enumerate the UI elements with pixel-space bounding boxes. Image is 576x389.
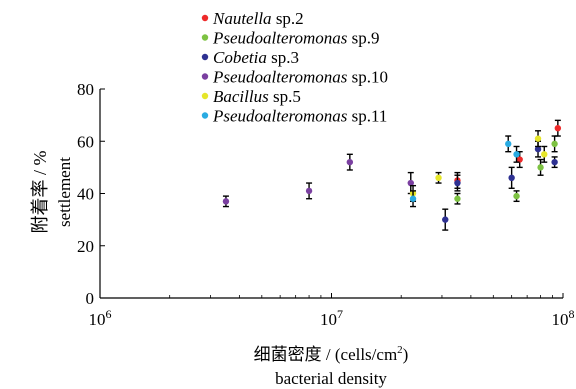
legend-marker [201, 34, 209, 41]
y-axis-label-cn: 附着率 / % [30, 150, 50, 233]
y-tick-label: 60 [77, 132, 94, 151]
data-point [505, 140, 512, 148]
x-tick-label: 106 [89, 307, 112, 329]
data-point [222, 198, 230, 205]
legend-marker [201, 73, 209, 80]
y-tick-label: 80 [77, 80, 94, 99]
x-axis-label-cn-main: 细菌密度 / (cells/cm [254, 345, 398, 364]
data-point [454, 195, 461, 202]
x-tick-base: 10 [320, 310, 337, 329]
data-point [346, 158, 354, 166]
data-point [551, 158, 558, 166]
data-point [513, 151, 520, 158]
legend-label: Pseudoalteromonas sp.9 [212, 29, 380, 48]
legend-label: Pseudoalteromonas sp.10 [212, 68, 388, 87]
legend-label-italic: Nautella [212, 9, 272, 28]
x-tick-base: 10 [552, 310, 569, 329]
data-point [541, 151, 548, 158]
y-axis-label-en: settlement [55, 157, 74, 227]
data-point [454, 179, 461, 187]
x-tick-exponent: 6 [106, 307, 112, 321]
data-point [537, 164, 544, 171]
series-2 [454, 135, 558, 205]
legend-label-rest: sp.9 [347, 29, 379, 48]
data-point [442, 216, 449, 223]
y-tick-label: 40 [77, 185, 94, 204]
x-tick-base: 10 [89, 310, 106, 329]
legend-label-italic: Pseudoalteromonas [212, 68, 348, 87]
legend-marker [201, 112, 209, 119]
legend-label-italic: Bacillus [213, 87, 269, 106]
legend-label: Bacillus sp.5 [213, 87, 301, 106]
data-points [222, 119, 562, 231]
y-tick-label: 20 [77, 237, 94, 256]
legend-label-italic: Pseudoalteromonas [212, 107, 348, 126]
series-5 [409, 130, 548, 203]
data-point [513, 192, 520, 200]
data-point [516, 156, 523, 163]
data-point [551, 140, 558, 148]
series-4 [222, 153, 414, 208]
legend-label-rest: sp.2 [272, 9, 304, 28]
data-point [305, 187, 313, 195]
legend-label-rest: sp.11 [347, 107, 387, 126]
data-point [508, 174, 515, 182]
x-tick-label: 108 [552, 307, 575, 329]
x-axis-label-en: bacterial density [275, 369, 387, 388]
x-tick-label: 107 [320, 307, 343, 329]
series-3 [442, 140, 558, 231]
legend-label-rest: sp.3 [267, 48, 299, 67]
legend-marker [201, 92, 209, 100]
data-point [554, 124, 562, 132]
legend-label: Nautella sp.2 [212, 9, 304, 28]
y-tick-label: 0 [86, 289, 95, 308]
legend-label: Cobetia sp.3 [213, 48, 299, 67]
legend-label: Pseudoalteromonas sp.11 [212, 107, 387, 126]
data-point [435, 174, 442, 182]
x-axis-label-cn-sup: 2 [397, 344, 403, 356]
x-axis-label-cn-end: ) [403, 345, 409, 364]
legend-marker [201, 14, 209, 22]
legend-label-italic: Pseudoalteromonas [212, 29, 348, 48]
x-tick-exponent: 8 [569, 307, 575, 321]
data-point [407, 179, 414, 187]
x-tick-exponent: 7 [337, 307, 343, 321]
data-point [534, 145, 542, 153]
x-axis-label-cn: 细菌密度 / (cells/cm2) [254, 344, 409, 364]
legend-marker [201, 53, 209, 61]
legend-label-italic: Cobetia [213, 48, 267, 67]
data-point [534, 135, 542, 142]
series-6 [409, 135, 520, 208]
legend-label-rest: sp.5 [269, 87, 301, 106]
legend-label-rest: sp.10 [347, 68, 388, 87]
data-point [409, 195, 417, 202]
